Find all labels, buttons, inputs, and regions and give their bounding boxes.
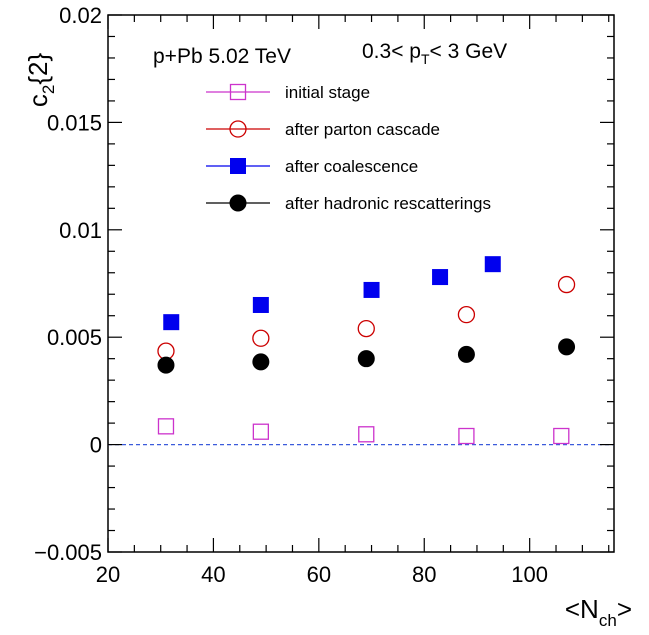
data-point-series-4 (457, 345, 475, 363)
x-tick-label: 60 (307, 562, 331, 587)
y-axis-title: c2{2} (23, 53, 58, 108)
data-point-series-2 (457, 305, 476, 324)
data-point-series-2 (252, 329, 270, 347)
data-point-series-1 (252, 423, 270, 440)
legend-marker (229, 120, 247, 138)
y-axis-title-sub: 2 (39, 85, 58, 94)
legend-label: after coalescence (285, 157, 418, 176)
y-tick-label: −0.005 (34, 540, 102, 565)
x-axis-title-main: <N (565, 594, 599, 624)
data-point-series-1 (553, 427, 570, 445)
data-point-series-3 (363, 281, 380, 298)
x-axis-title: <Nch> (565, 594, 632, 630)
data-point-series-3 (163, 314, 180, 331)
x-tick-label: 20 (96, 562, 120, 587)
data-point-series-1 (458, 427, 475, 445)
data-point-series-2 (557, 275, 576, 294)
pt-cut-prefix: 0.3< p (362, 40, 421, 63)
y-axis-title-main: c (23, 94, 53, 107)
x-tick-label: 40 (201, 562, 225, 587)
x-axis-title-sub: ch (599, 611, 617, 630)
data-points (157, 256, 576, 445)
y-tick-label: 0.005 (47, 325, 102, 350)
data-point-series-1 (358, 426, 375, 443)
data-point-series-2 (357, 319, 375, 338)
x-axis-title-rest: > (617, 594, 632, 624)
x-tick-label: 80 (412, 562, 436, 587)
data-point-series-3 (484, 256, 501, 273)
pt-cut-label: 0.3< pT< 3 GeV (362, 40, 507, 67)
data-point-series-4 (157, 356, 175, 374)
data-point-series-3 (432, 269, 449, 286)
system-label: p+Pb 5.02 TeV (153, 45, 291, 68)
y-tick-label: 0.015 (47, 110, 102, 135)
data-point-series-4 (558, 338, 576, 356)
data-point-series-4 (252, 353, 270, 371)
y-tick-label: 0.02 (59, 3, 102, 28)
pt-cut-suffix: < 3 GeV (430, 40, 508, 63)
y-tick-label: 0.01 (59, 218, 102, 243)
plot-frame (107, 14, 615, 553)
legend-marker (230, 158, 246, 174)
legend-marker (229, 83, 247, 101)
legend-label: initial stage (285, 83, 370, 102)
legend-label: after parton cascade (285, 120, 440, 139)
legend-label: after hadronic rescatterings (285, 194, 491, 213)
data-point-series-1 (157, 418, 175, 435)
data-point-series-4 (357, 350, 375, 368)
y-axis-title-rest: {2} (23, 53, 53, 85)
axis-ticks (107, 14, 614, 553)
y-tick-label: 0 (90, 433, 102, 458)
legend: initial stage after parton cascade after c… (206, 83, 491, 213)
pt-cut-sub: T (421, 51, 430, 67)
axis-tick-labels: 20 40 60 80 100 −0.005 0 0.005 0.01 0.015 0.02 (34, 3, 548, 587)
data-point-series-3 (252, 296, 269, 313)
x-tick-label: 100 (511, 562, 548, 587)
legend-marker (229, 194, 247, 212)
